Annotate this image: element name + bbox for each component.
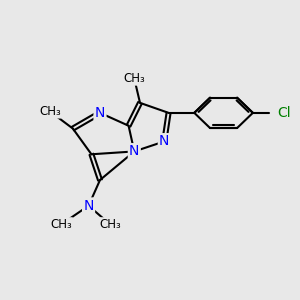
Text: Cl: Cl (277, 106, 291, 120)
Text: CH₃: CH₃ (123, 72, 145, 85)
Text: N: N (129, 144, 140, 158)
Text: CH₃: CH₃ (99, 218, 121, 231)
Text: N: N (159, 134, 169, 148)
Text: CH₃: CH₃ (39, 105, 61, 118)
Text: N: N (95, 106, 105, 120)
Text: CH₃: CH₃ (51, 218, 72, 231)
Text: N: N (83, 199, 94, 213)
